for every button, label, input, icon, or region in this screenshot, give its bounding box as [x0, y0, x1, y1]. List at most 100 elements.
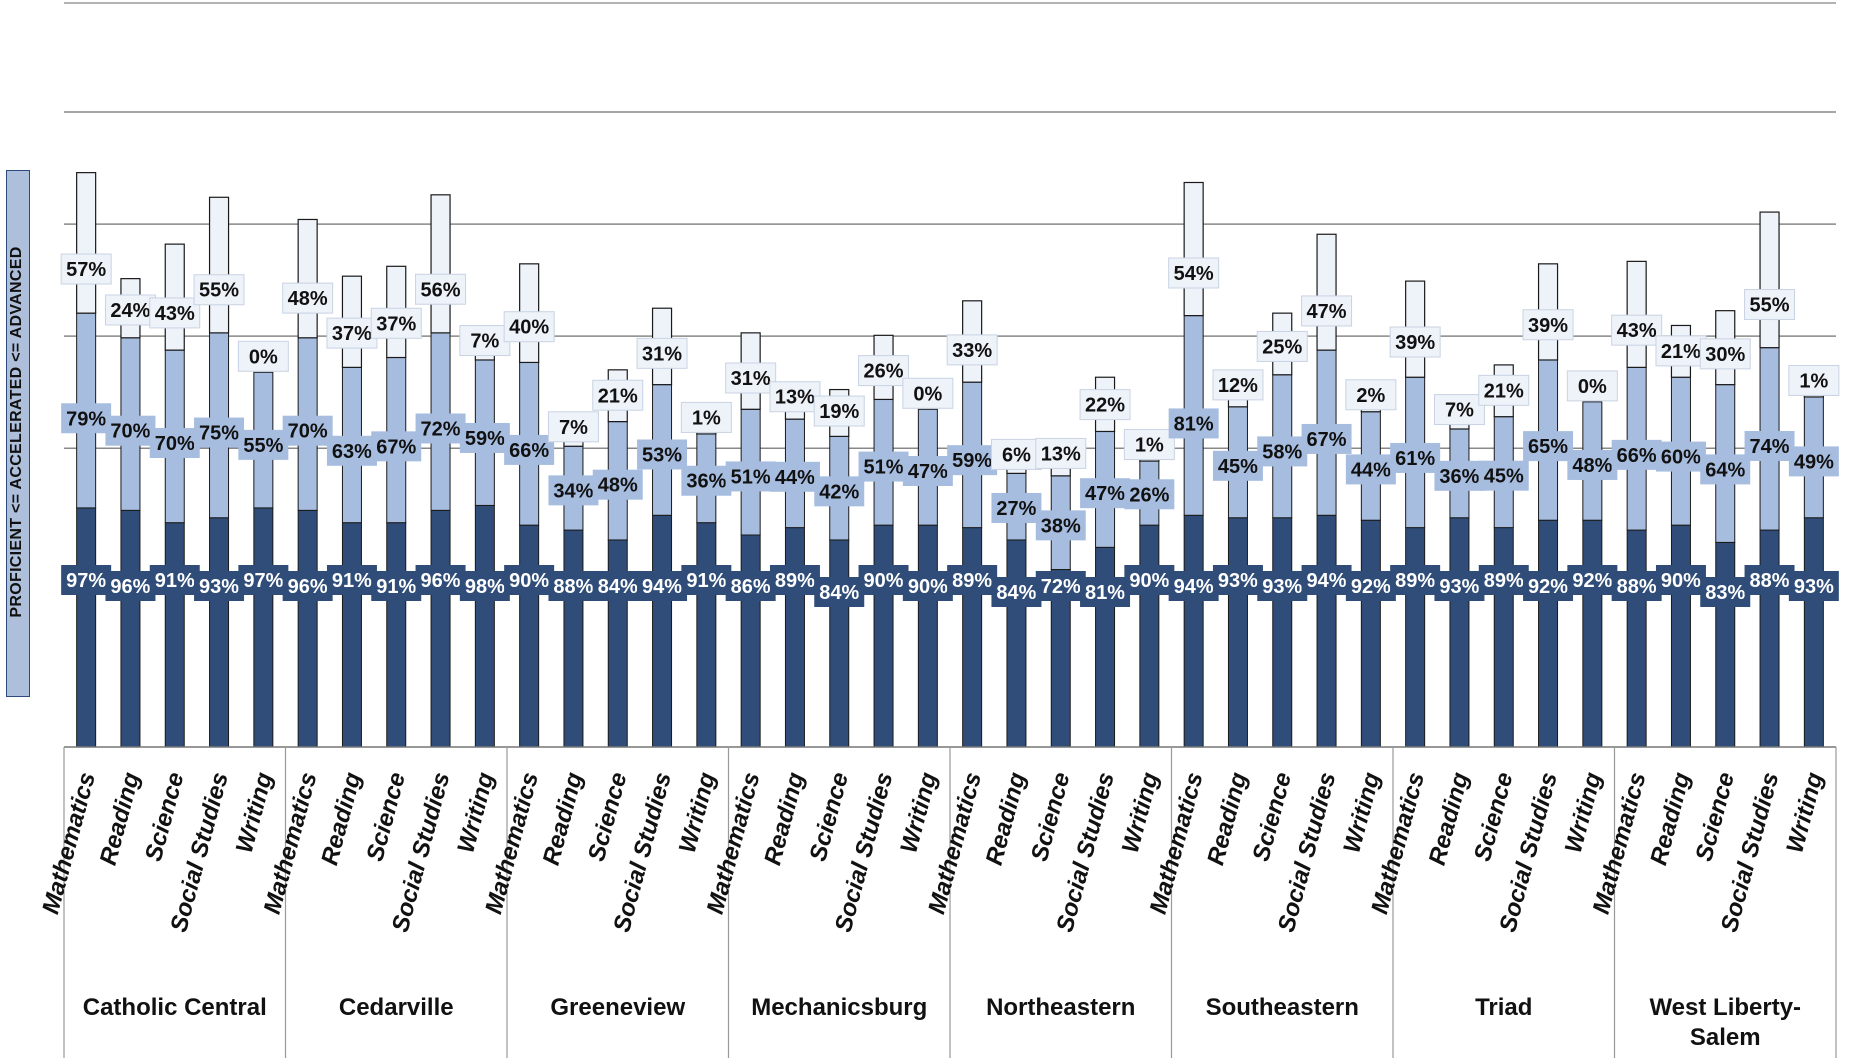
label-accelerated-bg: [61, 403, 112, 434]
label-proficient-bg: [1257, 571, 1308, 601]
label-accelerated-bg: [637, 439, 688, 470]
label-accelerated-bg: [1523, 431, 1574, 462]
tick-label-subject: Writing: [674, 769, 721, 856]
label-advanced-bg: [415, 273, 467, 305]
label-accelerated: 58%: [1262, 441, 1302, 463]
label-advanced-bg: [149, 297, 201, 329]
label-advanced-bg: [503, 311, 555, 343]
label-proficient: 90%: [1129, 570, 1169, 592]
label-accelerated: 48%: [598, 475, 638, 497]
tick-label-subject: Reading: [1645, 769, 1696, 868]
label-accelerated-bg: [1478, 460, 1529, 491]
group-label: Mechanicsburg: [751, 994, 927, 1021]
label-accelerated: 48%: [1572, 455, 1612, 477]
bar-proficient: [873, 524, 894, 748]
tick-label-subject: Reading: [95, 769, 146, 868]
label-advanced-bg: [1566, 370, 1618, 402]
label-proficient-bg: [1301, 565, 1352, 595]
label-advanced-bg: [1168, 257, 1220, 289]
label-advanced: 55%: [199, 280, 239, 302]
label-proficient-bg: [769, 565, 820, 595]
label-advanced-bg: [370, 307, 422, 339]
label-proficient-bg: [1124, 565, 1175, 595]
label-proficient-bg: [371, 571, 422, 601]
label-advanced: 1%: [1799, 370, 1828, 392]
label-proficient-bg: [947, 565, 998, 595]
label-advanced-bg: [902, 377, 954, 409]
label-advanced: 19%: [819, 401, 859, 423]
bar-proficient: [607, 539, 628, 748]
bar-proficient: [1715, 541, 1736, 748]
y-axis-title: PROFICIENT <= ACCELERATED <= ADVANCED: [8, 246, 25, 618]
bar-proficient: [1803, 517, 1824, 748]
tick-label-subject: Reading: [316, 769, 367, 868]
label-proficient: 90%: [1661, 570, 1701, 592]
label-proficient: 89%: [775, 570, 815, 592]
bar-proficient: [253, 507, 274, 748]
label-accelerated: 70%: [110, 421, 150, 443]
label-advanced: 12%: [1218, 375, 1258, 397]
label-proficient: 97%: [66, 570, 106, 592]
tick-label-subject: Writing: [1560, 769, 1607, 856]
label-advanced-bg: [1212, 369, 1264, 401]
label-accelerated-bg: [1345, 454, 1396, 485]
bar-advanced: [208, 196, 230, 334]
label-proficient-bg: [61, 565, 112, 595]
label-proficient: 72%: [1041, 576, 1081, 598]
label-accelerated: 74%: [1750, 436, 1790, 458]
label-advanced-bg: [592, 379, 644, 411]
label-accelerated-bg: [725, 461, 776, 492]
label-proficient-bg: [1478, 565, 1529, 595]
bar-proficient: [1493, 527, 1514, 748]
label-proficient-bg: [1788, 571, 1839, 601]
label-proficient-bg: [814, 577, 865, 607]
label-advanced: 43%: [1617, 320, 1657, 342]
label-advanced-bg: [1389, 326, 1441, 358]
label-proficient-bg: [637, 571, 688, 601]
label-advanced: 56%: [421, 279, 461, 301]
label-accelerated-bg: [1212, 450, 1263, 481]
label-advanced: 21%: [598, 385, 638, 407]
label-accelerated-bg: [1257, 436, 1308, 467]
label-accelerated-bg: [1301, 423, 1352, 454]
bar-proficient: [1405, 527, 1426, 748]
tick-label-subject: Science: [1247, 770, 1297, 865]
label-advanced-bg: [1788, 364, 1840, 396]
bar-proficient: [386, 522, 407, 748]
label-accelerated-bg: [902, 456, 953, 487]
bar-proficient: [341, 522, 362, 748]
label-advanced: 6%: [1002, 444, 1031, 466]
tick-label-subject: Reading: [981, 769, 1032, 868]
label-proficient: 88%: [553, 576, 593, 598]
label-accelerated-bg: [592, 469, 643, 500]
label-proficient: 91%: [155, 570, 195, 592]
label-accelerated: 44%: [775, 467, 815, 489]
bar-advanced: [1183, 181, 1204, 317]
group-label: Northeastern: [986, 994, 1135, 1021]
label-advanced: 47%: [1307, 301, 1347, 323]
label-accelerated-bg: [858, 451, 909, 482]
label-accelerated-bg: [504, 434, 555, 465]
tick-label-subject: Reading: [1202, 769, 1253, 868]
tick-label-subject: Science: [1690, 770, 1740, 865]
label-proficient: 84%: [996, 582, 1036, 604]
tick-label-subject: Reading: [538, 769, 589, 868]
bar-proficient: [740, 534, 761, 748]
label-advanced: 37%: [376, 313, 416, 335]
label-proficient-bg: [902, 571, 953, 601]
bar-proficient: [76, 507, 97, 748]
label-proficient-bg: [1390, 565, 1441, 595]
label-advanced-bg: [858, 355, 910, 387]
label-accelerated: 42%: [819, 481, 859, 503]
bar-advanced: [76, 172, 97, 314]
label-advanced-bg: [813, 395, 865, 427]
label-proficient-bg: [1523, 571, 1574, 601]
label-proficient-bg: [1611, 571, 1662, 601]
bar-proficient: [1582, 519, 1603, 748]
label-advanced-bg: [60, 253, 112, 285]
bar-advanced: [297, 218, 318, 339]
label-accelerated: 55%: [243, 435, 283, 457]
label-proficient-bg: [548, 571, 599, 601]
label-accelerated-bg: [149, 428, 200, 459]
label-advanced-bg: [104, 294, 156, 326]
